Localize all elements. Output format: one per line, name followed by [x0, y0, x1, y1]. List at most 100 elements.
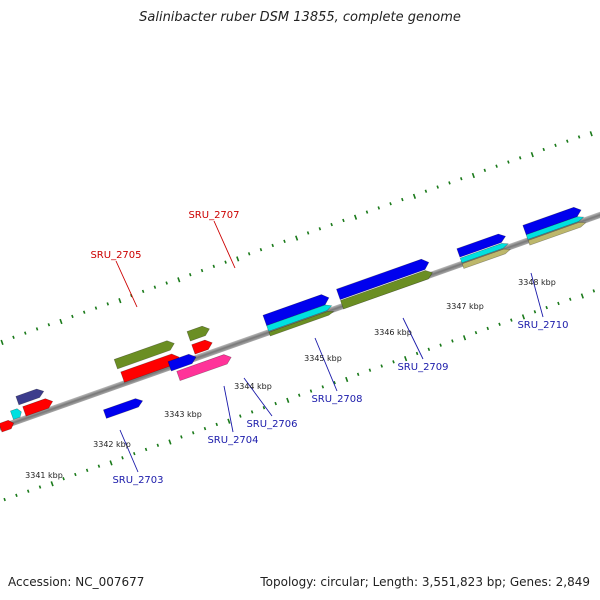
leader-line — [119, 429, 139, 473]
outer-tick — [542, 147, 545, 152]
gene-red-far-left — [0, 419, 15, 433]
gene-label: SRU_2710 — [517, 320, 568, 331]
inner-tick — [227, 418, 231, 424]
outer-tick — [271, 243, 274, 248]
kbp-label: 3342 kbp — [93, 440, 131, 449]
outer-tick — [82, 310, 86, 314]
inner-tick — [74, 472, 77, 477]
outer-tick — [59, 318, 63, 325]
inner-tick — [486, 326, 490, 331]
kbp-label: 3343 kbp — [164, 410, 202, 419]
outer-tick — [460, 177, 463, 181]
outer-tick — [448, 181, 451, 185]
outer-tick — [200, 268, 204, 273]
inner-tick — [109, 460, 113, 466]
inner-tick — [250, 410, 254, 414]
inner-tick — [26, 489, 30, 493]
outer-tick — [94, 306, 98, 310]
inner-tick — [286, 397, 290, 403]
gene-cyan-right — [525, 216, 585, 240]
outer-tick — [153, 285, 157, 289]
outer-tick — [365, 210, 369, 214]
kbp-label: 3348 kbp — [518, 278, 556, 287]
outer-tick — [483, 168, 487, 173]
accession-label: Accession: NC_007677 — [8, 575, 145, 589]
outer-tick — [141, 289, 145, 294]
outer-tick — [259, 247, 263, 252]
outer-tick — [412, 193, 417, 199]
inner-tick — [97, 464, 101, 468]
gene-sru2709-blue — [336, 258, 430, 300]
outer-tick — [47, 323, 51, 327]
gene-cyan-2710 — [459, 243, 509, 264]
gene-cyan-2708 — [266, 304, 333, 332]
inner-tick — [521, 314, 526, 320]
outer-tick — [24, 331, 27, 335]
leader-line — [115, 260, 138, 308]
inner-tick — [203, 426, 207, 431]
kbp-labels: 3341 kbp 3342 kbp 3343 kbp 3344 kbp 3345 kbp… — [25, 278, 556, 480]
outer-tick — [353, 214, 358, 220]
inner-tick — [156, 443, 160, 447]
gene-tan-2710 — [461, 248, 511, 269]
genome-summary: Topology: circular; Length: 3,551,823 bp… — [260, 575, 590, 589]
inner-tick — [427, 347, 431, 351]
gene-label: SRU_2703 — [112, 475, 163, 486]
inner-tick — [62, 476, 65, 481]
outer-tick — [306, 231, 310, 235]
outer-tick — [106, 302, 110, 306]
inner-tick — [474, 330, 478, 335]
outer-tick — [389, 202, 392, 206]
leader-line — [223, 385, 234, 433]
gene-sru2703-blue — [103, 398, 144, 419]
outer-tick — [589, 131, 593, 137]
inner-tick — [121, 456, 124, 460]
outer-tick — [424, 189, 428, 193]
gene-olive-small — [186, 325, 210, 342]
outer-tick — [377, 206, 381, 210]
gene-label: SRU_2706 — [246, 419, 297, 430]
inner-tick — [380, 364, 383, 368]
outer-tick — [295, 235, 299, 241]
outer-tick — [342, 218, 345, 223]
kbp-label: 3345 kbp — [304, 354, 342, 363]
gene-blue-2704 — [167, 353, 197, 372]
leader-line — [243, 377, 273, 417]
outer-tick — [330, 222, 333, 227]
inner-tick — [168, 439, 172, 445]
inner-tick — [533, 310, 537, 314]
inner-tick — [415, 351, 419, 356]
inner-tick — [392, 360, 395, 364]
inner-tick — [356, 372, 360, 377]
outer-tick — [518, 156, 522, 160]
gene-features — [0, 206, 587, 433]
gene-blue-right — [522, 206, 582, 236]
outer-tick — [177, 277, 181, 283]
outer-tick — [224, 260, 227, 264]
outer-tick — [212, 264, 216, 269]
inner-tick — [580, 293, 584, 299]
kbp-label: 3344 kbp — [234, 382, 272, 391]
outer-tick — [71, 314, 74, 319]
outer-tick — [236, 256, 240, 262]
outer-tick — [283, 239, 286, 243]
inner-tick — [498, 322, 501, 326]
inner-tick — [191, 431, 195, 435]
inner-tick — [557, 301, 560, 306]
inner-tick — [333, 381, 336, 385]
leader-line — [530, 272, 544, 318]
kbp-label: 3347 kbp — [446, 302, 484, 311]
inner-tick — [404, 355, 408, 362]
inner-tick — [321, 385, 325, 389]
inner-tick — [180, 435, 183, 439]
gene-sru2710-blue — [456, 233, 506, 258]
gene-tan-right — [527, 222, 587, 246]
inner-tick — [274, 401, 277, 406]
gene-magenta-2704 — [176, 354, 232, 382]
gene-cyan-left — [10, 408, 22, 420]
inner-tick — [592, 289, 596, 293]
inner-tick — [38, 485, 42, 489]
inner-tick — [215, 422, 219, 427]
kbp-label: 3346 kbp — [374, 328, 412, 337]
